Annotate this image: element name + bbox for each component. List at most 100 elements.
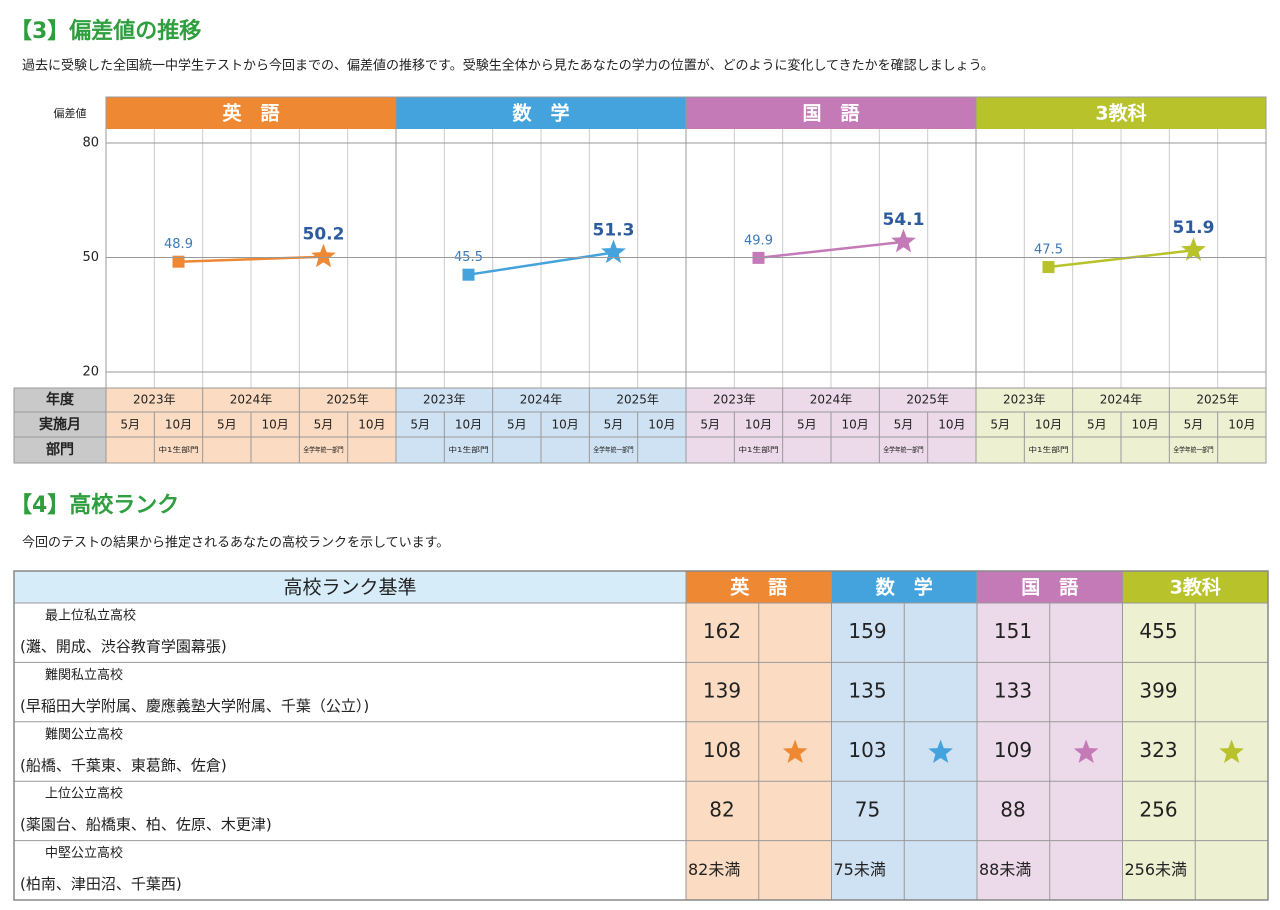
rank-score: 108 xyxy=(703,738,741,762)
rank-score: 162 xyxy=(703,619,741,643)
subject-header: 数 学 xyxy=(875,576,933,599)
month-label: 10月 xyxy=(262,418,289,432)
year-label: 2025年 xyxy=(906,393,949,407)
y-tick-label: 50 xyxy=(82,250,99,265)
rank-name: 難関公立高校 xyxy=(45,726,123,742)
month-label: 5月 xyxy=(314,418,334,432)
month-label: 5月 xyxy=(507,418,527,432)
rank-star xyxy=(1219,739,1244,763)
rank-score: 455 xyxy=(1139,619,1177,643)
section-description: 今回のテストの結果から推定されるあなたの高校ランクを示しています。 xyxy=(22,535,449,551)
row-label-bg xyxy=(13,387,107,464)
division-label: 中1生部門 xyxy=(448,445,488,454)
division-label: 全学年統一部門 xyxy=(883,445,923,454)
rank-star xyxy=(1073,739,1099,763)
series-line xyxy=(468,251,614,276)
panel-title: 国 語 xyxy=(802,103,859,125)
year-label: 2024年 xyxy=(230,393,273,407)
y-axis-label: 偏差値 xyxy=(54,107,87,120)
month-label: 10月 xyxy=(842,418,869,432)
rank-border xyxy=(13,570,1269,901)
panel-title: 3教科 xyxy=(1095,102,1146,125)
rank-score: 139 xyxy=(703,679,741,703)
rank-score: 151 xyxy=(994,619,1032,643)
point-star xyxy=(891,228,916,253)
subject-header-bg xyxy=(977,571,1123,603)
month-label: 5月 xyxy=(410,418,430,432)
month-label: 10月 xyxy=(1035,418,1062,432)
subject-header-bg xyxy=(686,571,832,603)
month-label: 5月 xyxy=(217,418,237,432)
month-label: 10月 xyxy=(745,418,772,432)
rank-score: 133 xyxy=(994,679,1032,703)
value-label: 51.9 xyxy=(1173,218,1215,238)
series-line xyxy=(758,240,904,260)
year-label: 2025年 xyxy=(326,393,369,407)
rank-score: 75 xyxy=(855,797,880,821)
rank-schools: (薬園台、船橋東、柏、佐原、木更津) xyxy=(20,816,272,834)
year-label: 2025年 xyxy=(616,393,659,407)
panel-header xyxy=(396,97,686,129)
month-label: 10月 xyxy=(455,418,482,432)
rank-name: 中堅公立高校 xyxy=(45,845,123,861)
month-label: 10月 xyxy=(938,418,965,432)
month-label: 5月 xyxy=(1087,418,1107,432)
rank-score: 399 xyxy=(1139,679,1177,703)
section-title: 【3】偏差値の推移 xyxy=(10,18,201,44)
division-label: 中1生部門 xyxy=(738,445,778,454)
rank-score: 109 xyxy=(994,738,1032,762)
subject-header: 3教科 xyxy=(1170,576,1221,599)
section-description: 過去に受験した全国統一中学生テストから今回までの、偏差値の推移です。受験生全体か… xyxy=(22,58,994,74)
rank-score: 75未満 xyxy=(834,860,886,879)
month-label: 10月 xyxy=(1132,418,1159,432)
rank-score: 256 xyxy=(1139,797,1177,821)
subject-header: 国 語 xyxy=(1021,577,1078,599)
value-label: 51.3 xyxy=(593,221,635,241)
point xyxy=(172,255,185,268)
point xyxy=(462,268,475,281)
division-label: 全学年統一部門 xyxy=(1173,445,1213,454)
rank-star xyxy=(782,739,808,763)
rank-score: 88 xyxy=(1000,797,1025,821)
rank-schools: (早稲田大学附属、慶應義塾大学附属、千葉（公立）) xyxy=(20,697,369,715)
rank-name: 上位公立高校 xyxy=(45,786,123,802)
month-label: 5月 xyxy=(1184,418,1204,432)
rank-header-bg xyxy=(13,570,687,604)
rank-score: 135 xyxy=(848,679,886,703)
month-label: 5月 xyxy=(700,418,720,432)
row-label: 部門 xyxy=(46,441,74,458)
rank-star xyxy=(928,739,953,763)
division-label: 全学年統一部門 xyxy=(593,445,633,454)
y-tick-label: 80 xyxy=(82,136,99,151)
rank-score: 256未満 xyxy=(1125,860,1188,879)
rank-name: 難関私立高校 xyxy=(45,667,123,683)
year-label: 2023年 xyxy=(1003,393,1046,407)
rank-score: 82未満 xyxy=(688,860,740,879)
month-label: 5月 xyxy=(120,418,140,432)
rank-score: 103 xyxy=(848,738,886,762)
rank-header: 高校ランク基準 xyxy=(283,577,416,599)
month-label: 10月 xyxy=(648,418,675,432)
month-label: 5月 xyxy=(990,418,1010,432)
division-label: 全学年統一部門 xyxy=(303,445,343,454)
rank-score: 159 xyxy=(848,619,886,643)
value-label: 50.2 xyxy=(303,225,345,245)
y-tick-label: 20 xyxy=(82,365,99,380)
division-label: 中1生部門 xyxy=(1028,445,1068,454)
rank-schools: (柏南、津田沼、千葉西) xyxy=(20,875,182,893)
point-star xyxy=(1181,237,1206,261)
series-line xyxy=(1048,249,1194,269)
month-label: 10月 xyxy=(165,418,192,432)
month-label: 10月 xyxy=(358,418,385,432)
section-title: 【4】高校ランク xyxy=(10,492,179,518)
value-label: 47.5 xyxy=(1034,243,1063,258)
panel-header xyxy=(976,97,1266,129)
subject-header: 英 語 xyxy=(730,576,787,599)
year-label: 2024年 xyxy=(1100,393,1143,407)
month-label: 5月 xyxy=(894,418,914,432)
point-star xyxy=(601,239,626,264)
year-label: 2023年 xyxy=(423,393,466,407)
month-label: 5月 xyxy=(604,418,624,432)
